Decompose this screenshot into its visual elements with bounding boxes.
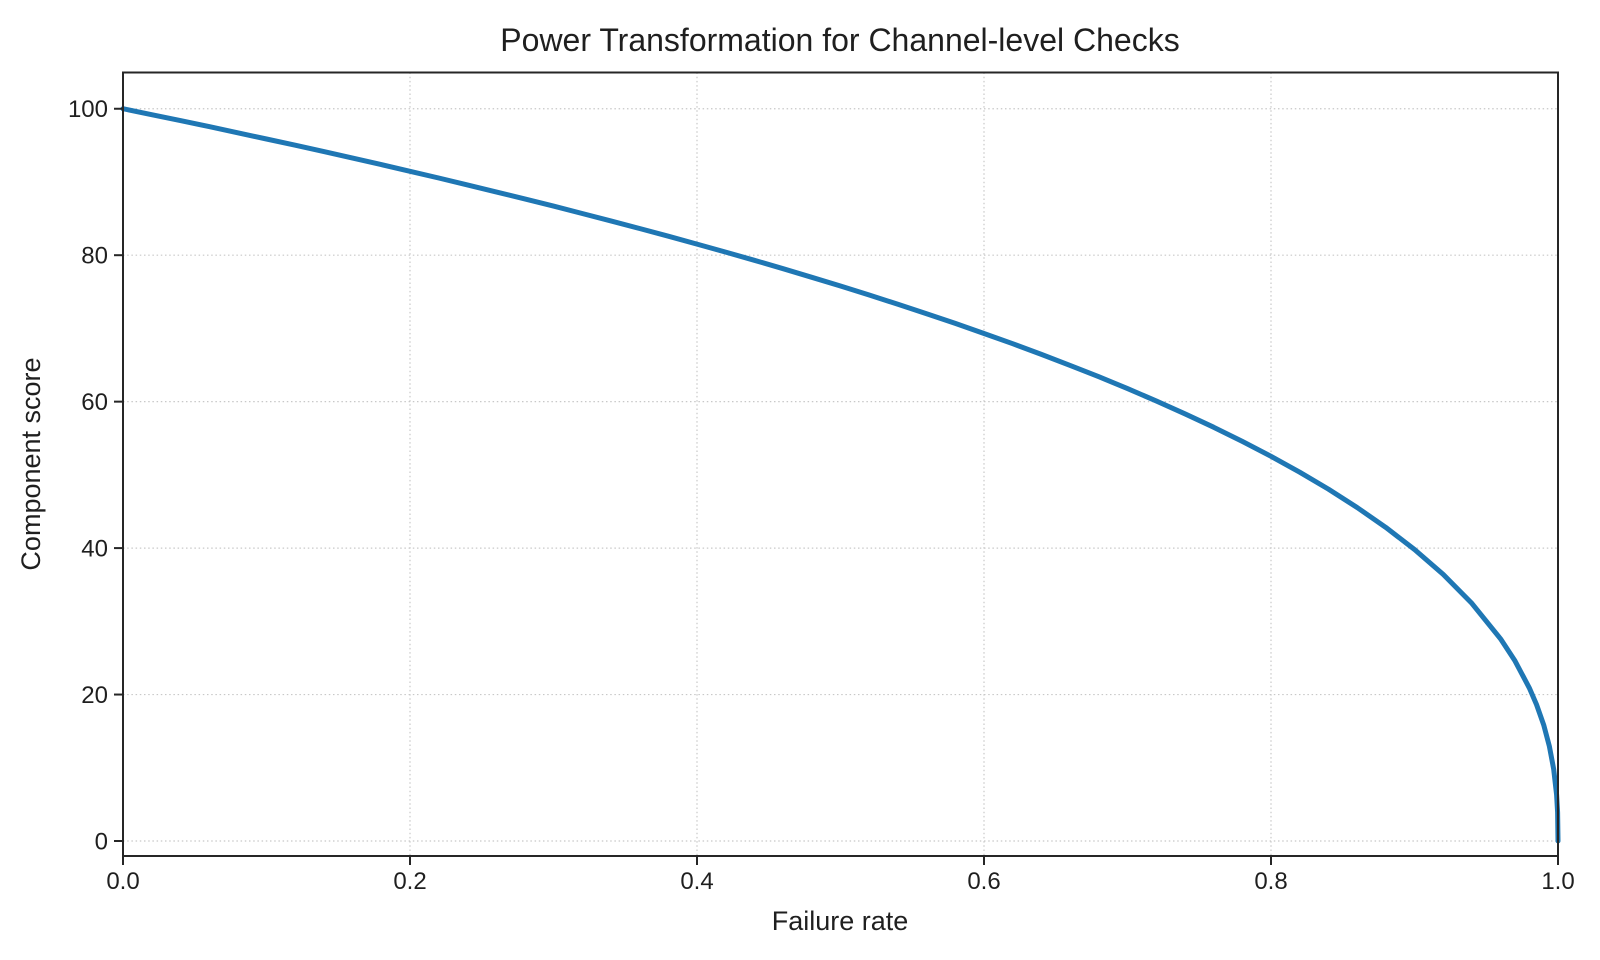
y-tick-label: 0 [95,828,108,855]
component-score-curve [120,106,1561,844]
x-tick-label: 0.4 [680,868,713,895]
x-tick-label: 0.6 [967,868,1000,895]
x-tick-label: 1.0 [1541,868,1574,895]
y-tick-label: 60 [81,389,108,416]
grid-layer [123,72,1558,856]
chart-title: Power Transformation for Channel-level C… [500,22,1179,58]
y-axis-label: Component score [16,357,46,570]
y-tick-label: 20 [81,682,108,709]
tick-label-layer: 0.0 0.2 0.4 0.6 0.8 1.0 0 20 40 60 80 100 [68,96,1575,895]
y-tick-label: 100 [68,96,108,123]
x-tick-label: 0.0 [106,868,139,895]
x-tick-label: 0.2 [393,868,426,895]
tick-layer [114,107,1559,865]
x-tick-label: 0.8 [1254,868,1287,895]
y-tick-label: 80 [81,243,108,270]
plot-frame [122,71,1559,857]
y-tick-label: 40 [81,536,108,563]
x-axis-label: Failure rate [772,906,909,936]
